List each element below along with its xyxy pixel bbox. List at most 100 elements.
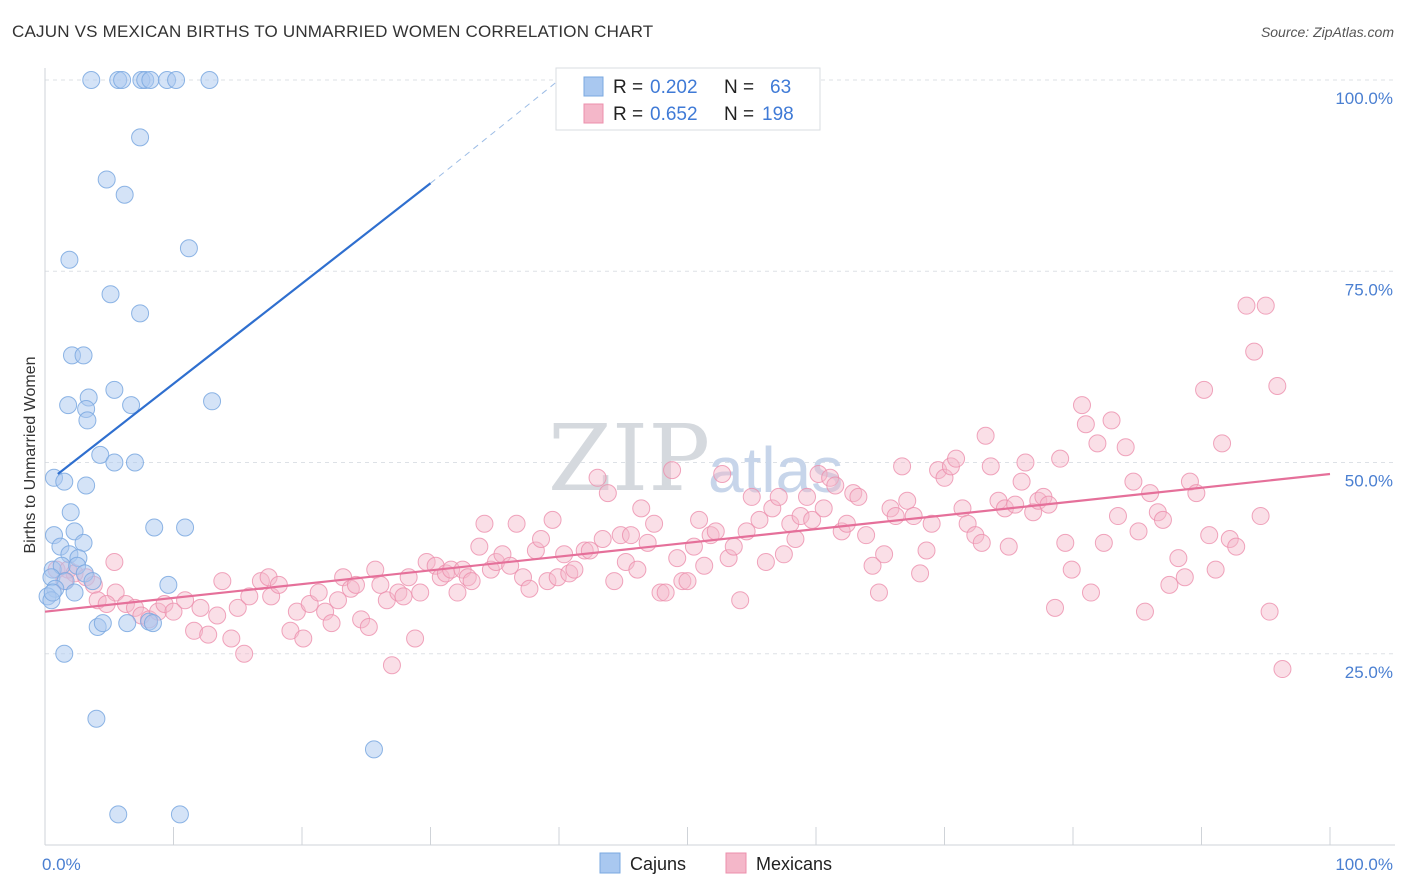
cajun-point [61, 503, 80, 522]
mexican-point [208, 606, 227, 625]
mexican-point [588, 468, 607, 487]
cajun-point [113, 71, 132, 89]
cajun-point [122, 396, 141, 415]
mexican-point [935, 468, 954, 487]
bottom-legend-mexicans: Mexicans [756, 854, 832, 874]
mexican-point [809, 464, 828, 483]
mexican-point [1268, 377, 1287, 395]
mexican-point [731, 591, 750, 610]
mexican-point [88, 591, 107, 610]
y-tick-label: 25.0% [1345, 663, 1393, 682]
mexican-point [713, 464, 732, 483]
cajuns-points [38, 71, 383, 824]
cajun-point [105, 380, 124, 399]
mexican-point [922, 514, 941, 533]
mexican-point [1245, 342, 1264, 361]
legend-r-value-mexicans: 0.652 [650, 104, 698, 125]
mexican-point [774, 545, 793, 564]
mexican-point [673, 572, 692, 591]
mexican-point [105, 552, 124, 571]
cajun-point [83, 572, 102, 591]
cajun-point [43, 583, 62, 602]
cajun-point [55, 472, 74, 491]
mexican-point [1160, 575, 1179, 594]
mexican-point [1251, 507, 1270, 526]
mexican-point [322, 614, 341, 633]
mexican-point [1206, 560, 1225, 579]
cajun-point [159, 575, 178, 594]
mexican-point [875, 545, 894, 564]
mexican-point [719, 549, 738, 568]
cajuns-trend-extension [430, 79, 560, 184]
mexican-point [548, 568, 567, 587]
mexican-point [972, 533, 991, 552]
cajun-point [118, 614, 137, 633]
cajun-point [74, 533, 93, 552]
mexican-point [1256, 296, 1275, 315]
mexican-point [911, 564, 930, 583]
mexican-point [352, 610, 371, 629]
mexican-point [555, 545, 574, 564]
axes [44, 68, 1395, 846]
mexican-point [598, 484, 617, 503]
cajun-point [105, 453, 124, 472]
cajun-point [125, 453, 144, 472]
cajuns-trend-line [57, 182, 432, 475]
mexicans-points [47, 296, 1292, 679]
mexican-point [1102, 411, 1121, 430]
mexican-point [706, 522, 725, 541]
mexican-point [976, 426, 995, 445]
cajun-point [141, 71, 160, 89]
mexican-point [394, 587, 413, 606]
mexican-point [724, 537, 743, 556]
mexican-point [814, 499, 833, 518]
mexican-point [917, 541, 936, 560]
bottom-legend-cajuns: Cajuns [630, 854, 686, 874]
watermark: ZIP atlas [548, 405, 843, 512]
mexican-point [565, 560, 584, 579]
mexican-point [316, 602, 335, 621]
cajun-point [101, 285, 120, 304]
cajun-point [176, 518, 195, 537]
mexican-point [185, 621, 204, 640]
mexican-point [1260, 602, 1279, 621]
legend-r-label-mexicans: R = [613, 104, 643, 125]
mexican-point [1175, 568, 1194, 587]
mexican-point [695, 556, 714, 575]
mexican-point [611, 526, 630, 545]
cajun-point [93, 614, 112, 633]
cajun-point [179, 239, 198, 258]
mexican-point [966, 526, 985, 545]
cajun-point [143, 614, 162, 633]
mexican-point [651, 583, 670, 602]
mexican-point [763, 499, 782, 518]
mexican-point [411, 583, 430, 602]
cajun-point [115, 185, 134, 204]
mexican-point [1056, 533, 1075, 552]
cajun-point [82, 71, 101, 89]
mexican-point [849, 487, 868, 506]
mexican-point [656, 583, 675, 602]
mexican-point [791, 507, 810, 526]
mexican-point [1046, 598, 1065, 617]
mexican-point [1220, 530, 1239, 548]
trend-lines [44, 79, 1331, 613]
mexican-point [1088, 434, 1107, 453]
mexican-point [1213, 434, 1232, 453]
mexican-point [1006, 495, 1025, 514]
mexican-point [645, 514, 664, 533]
mexican-point [406, 629, 425, 648]
mexican-point [1135, 602, 1154, 621]
legend-swatch-cajuns [583, 76, 604, 97]
y-tick-label: 75.0% [1345, 280, 1393, 299]
x-tick-label: 0.0% [42, 855, 81, 874]
bottom-legend: Cajuns Mexicans [599, 852, 832, 874]
cajun-point [60, 250, 79, 269]
mexican-point [1012, 472, 1031, 491]
mexican-point [1024, 503, 1043, 522]
legend-swatch-mexicans [583, 103, 604, 124]
cajun-point [91, 445, 110, 464]
mexican-point [235, 644, 254, 663]
mexican-point [470, 537, 489, 556]
mexican-point [164, 602, 183, 621]
